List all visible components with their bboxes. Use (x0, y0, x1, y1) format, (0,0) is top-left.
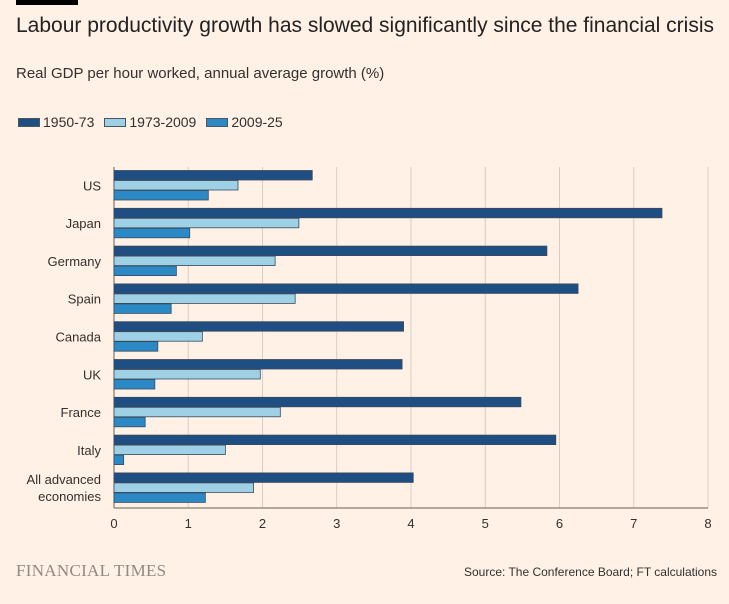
category-label-all-advanced-economies-line-1: All advanced (27, 472, 101, 487)
legend-swatch-1973-2009 (104, 117, 127, 127)
legend-item-2009-25: 2009-25 (206, 114, 283, 130)
legend-swatch-2009-25 (206, 117, 229, 127)
bar-germany-2009-25 (113, 265, 177, 277)
category-label-canada: Canada (55, 329, 101, 344)
bar-canada-1973-2009 (113, 331, 203, 342)
category-label-uk: UK (83, 367, 101, 382)
x-tick-label-1: 1 (185, 516, 192, 531)
category-label-japan: Japan (66, 216, 101, 231)
bar-us-1950-73 (113, 170, 313, 181)
category-label-italy: Italy (77, 443, 101, 458)
category-label-france: France (61, 405, 101, 420)
bar-italy-1950-73 (113, 434, 557, 446)
category-label-spain: Spain (68, 292, 101, 307)
bar-france-1950-73 (113, 396, 522, 408)
bar-france-2009-25 (113, 416, 146, 428)
category-label-all-advanced-economies-line-2: economies (38, 489, 101, 504)
legend-label-2009-25: 2009-25 (231, 114, 283, 130)
x-tick-label-8: 8 (704, 516, 711, 531)
bar-us-1973-2009 (113, 180, 239, 191)
x-tick-label-5: 5 (482, 516, 489, 531)
bar-us-2009-25 (113, 190, 209, 201)
x-tick-label-0: 0 (110, 516, 117, 531)
legend-item-1950-73: 1950-73 (18, 114, 94, 130)
bar-france-1973-2009 (113, 406, 281, 418)
bar-spain-1950-73 (113, 283, 579, 294)
bar-japan-1950-73 (113, 207, 663, 219)
legend: 1950-73 1973-2009 2009-25 (18, 114, 293, 130)
bar-canada-1950-73 (113, 321, 404, 332)
legend-swatch-1950-73 (18, 117, 40, 127)
bar-italy-2009-25 (113, 454, 125, 466)
x-tick-label-2: 2 (259, 516, 266, 531)
bar-all-advanced-economies-2009-25 (113, 492, 206, 503)
bar-japan-2009-25 (113, 227, 191, 239)
bar-canada-2009-25 (113, 341, 159, 352)
x-tick-label-6: 6 (556, 516, 563, 531)
x-tick-label-4: 4 (407, 516, 414, 531)
ft-logo: FINANCIAL TIMES (16, 561, 167, 580)
bar-uk-1973-2009 (113, 369, 261, 380)
bar-germany-1950-73 (113, 245, 548, 257)
legend-item-1973-2009: 1973-2009 (104, 114, 196, 130)
bar-italy-1973-2009 (113, 444, 226, 456)
bar-uk-2009-25 (113, 379, 156, 390)
x-tick-label-3: 3 (333, 516, 340, 531)
bar-all-advanced-economies-1950-73 (113, 472, 414, 483)
bar-germany-1973-2009 (113, 255, 276, 267)
x-tick-label-7: 7 (630, 516, 637, 531)
brand-top-rule (16, 0, 78, 5)
legend-label-1973-2009: 1973-2009 (129, 114, 197, 130)
bar-all-advanced-economies-1973-2009 (113, 482, 254, 493)
category-label-us: US (83, 178, 101, 193)
chart-title: Labour productivity growth has slowed si… (16, 14, 715, 37)
chart-subtitle: Real GDP per hour worked, annual average… (16, 65, 385, 82)
bar-spain-1973-2009 (113, 293, 296, 304)
bar-spain-2009-25 (113, 303, 172, 314)
bar-uk-1950-73 (113, 359, 403, 370)
legend-label-1950-73: 1950-73 (43, 114, 95, 130)
bar-japan-1973-2009 (113, 217, 300, 229)
source-note: Source: The Conference Board; FT calcula… (463, 565, 717, 579)
category-label-germany: Germany (48, 254, 102, 269)
